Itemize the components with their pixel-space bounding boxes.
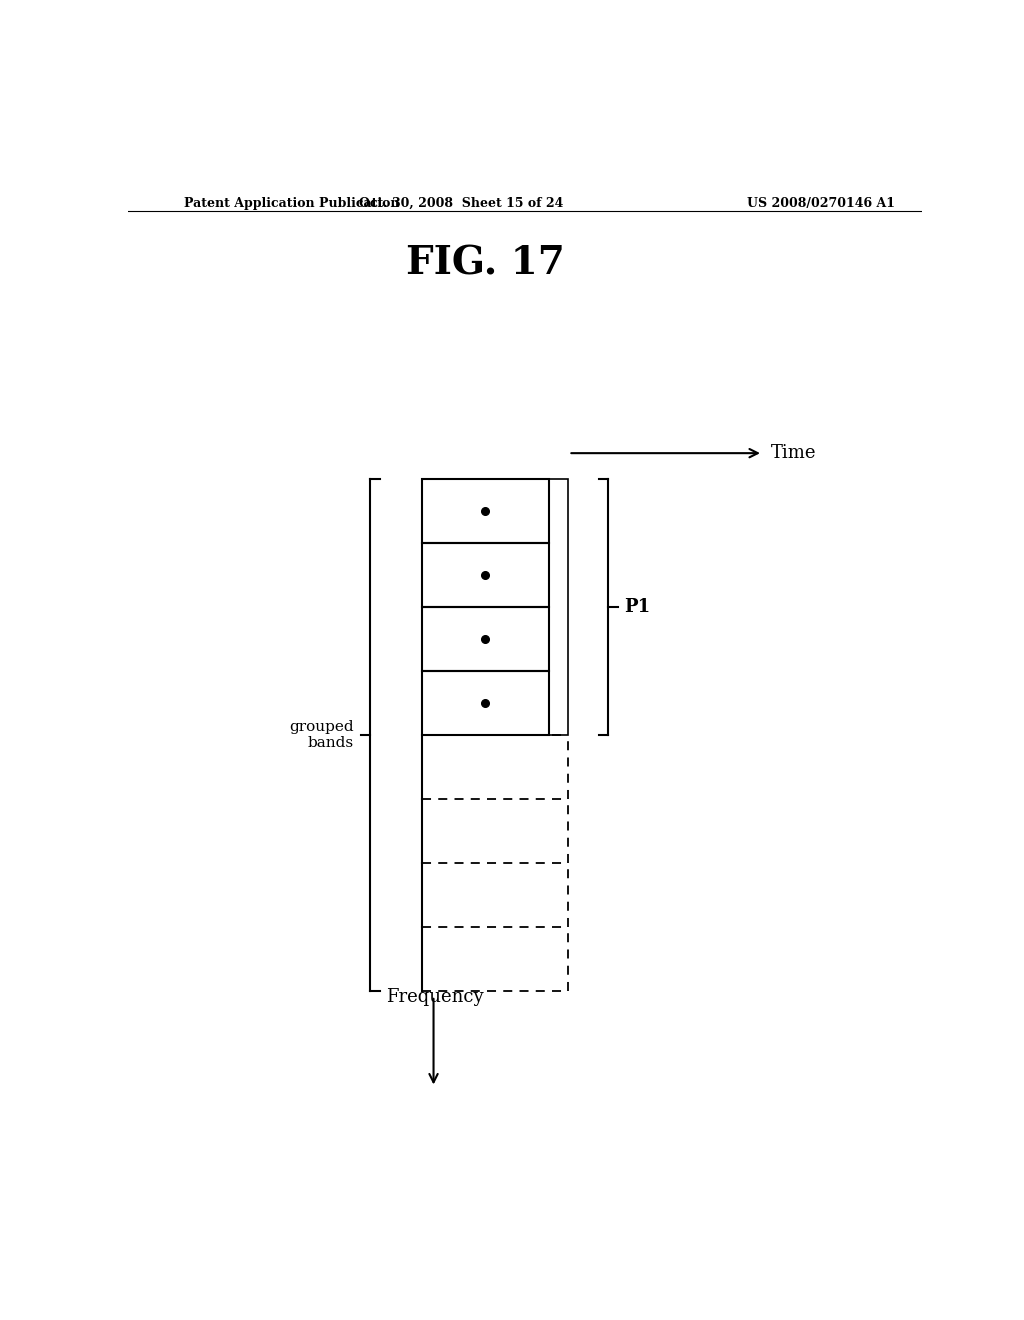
Text: Frequency: Frequency <box>386 987 483 1006</box>
Text: Oct. 30, 2008  Sheet 15 of 24: Oct. 30, 2008 Sheet 15 of 24 <box>359 197 563 210</box>
Text: FIG. 17: FIG. 17 <box>406 244 564 282</box>
Bar <box>422 671 549 735</box>
Bar <box>422 607 549 671</box>
Text: grouped
bands: grouped bands <box>290 719 354 750</box>
Bar <box>422 543 549 607</box>
Bar <box>549 479 568 735</box>
Text: Patent Application Publication: Patent Application Publication <box>183 197 399 210</box>
Text: P1: P1 <box>624 598 650 615</box>
Bar <box>422 479 549 543</box>
Text: Time: Time <box>771 444 816 462</box>
Text: US 2008/0270146 A1: US 2008/0270146 A1 <box>748 197 895 210</box>
